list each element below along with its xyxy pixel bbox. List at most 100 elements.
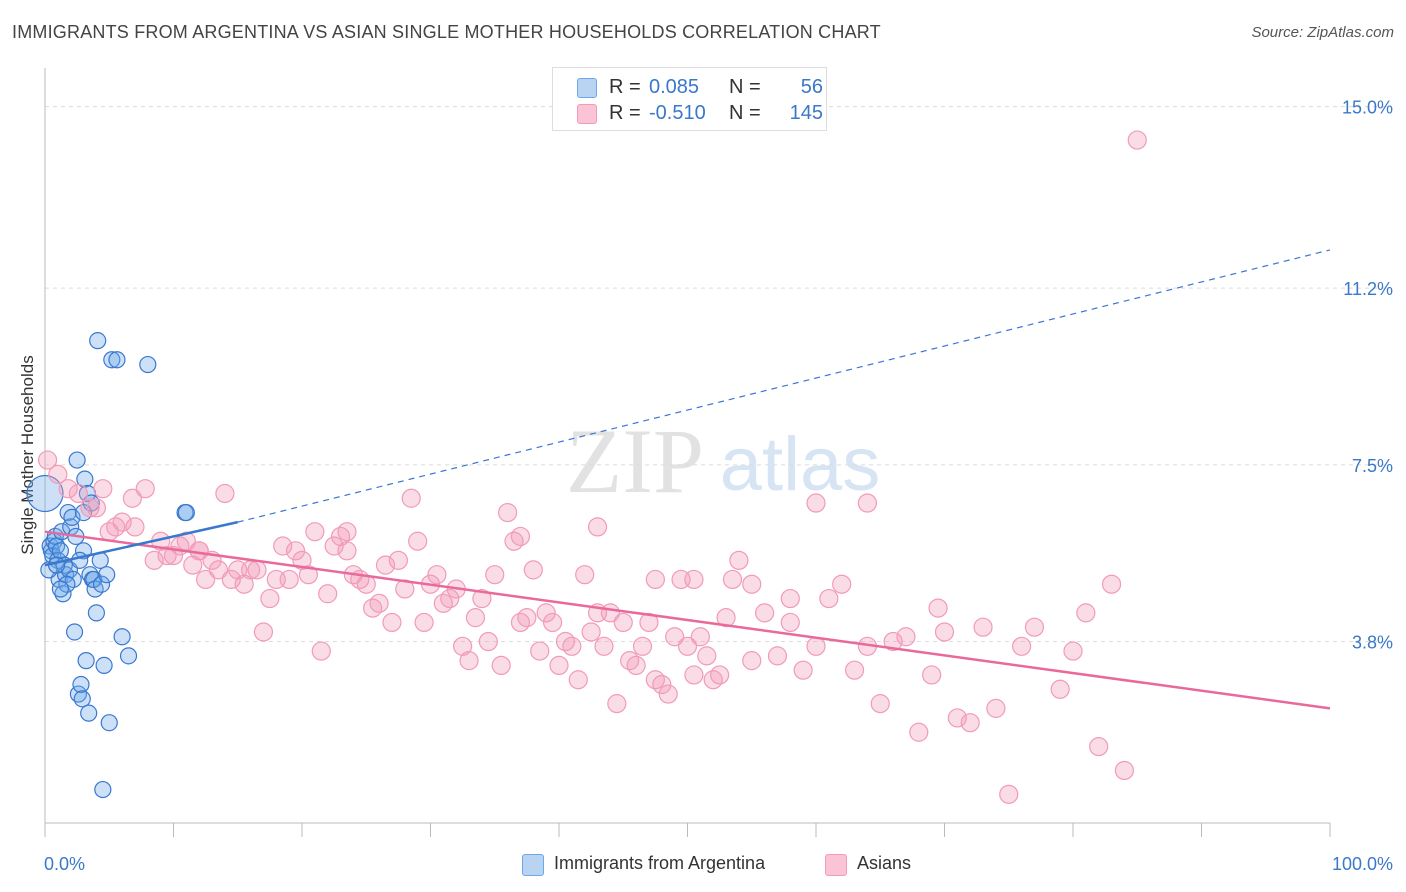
asians-point [369,593,389,613]
asians-point [58,479,78,499]
asians-point [581,622,601,642]
asians-point [318,584,338,604]
asians-point [542,612,563,633]
asians-point [607,694,627,714]
legend-label-argentina: Immigrants from Argentina [554,853,766,873]
y-tick-label: 7.5% [1352,456,1393,476]
asians-points [37,130,1147,804]
asians-point [697,646,717,666]
asians-point [665,627,685,647]
argentina-point [47,556,66,574]
asians-point [870,694,890,714]
asians-point [729,550,749,570]
argentina-point [95,656,113,675]
asians-point [819,588,839,609]
asians-point [999,784,1019,804]
asians-point [459,651,479,671]
asians-point [844,660,865,680]
n-label: N = [729,102,761,124]
asians-point [279,569,299,590]
asians-point [122,488,142,508]
asians-point [1050,679,1070,699]
asians-point [1089,736,1109,757]
argentina-point [89,332,107,350]
series-legend: Immigrants from Argentina Asians [0,852,1406,880]
argentina-swatch [577,78,597,98]
argentina-point [177,503,195,522]
asians-point [934,622,955,642]
argentina-point [108,351,126,369]
r-value: 0.085 [649,76,700,98]
argentina-point [87,604,106,622]
argentina-point [68,451,86,469]
argentina-point [100,714,118,732]
asians-swatch [577,104,597,124]
asians-point [973,617,993,637]
argentina-point [51,542,70,560]
argentina-point [92,575,111,593]
asians-point [196,569,216,590]
asians-point [125,517,145,537]
asians-point [613,612,633,633]
argentina-point [26,474,64,513]
asians-point [684,665,704,685]
argentina-point [71,551,89,569]
asians-point [793,660,813,680]
argentina-points [26,332,195,799]
n-label: N = [729,76,761,98]
asians-point [485,565,505,585]
chart-source: Source: ZipAtlas.com [1251,24,1394,41]
asians-point [806,493,826,513]
asians-point [183,555,203,575]
y-tick-label: 11.2% [1343,279,1393,299]
asians-point [135,479,155,499]
asians-point [472,588,492,609]
asians-point [234,574,254,594]
n-value: 145 [789,102,823,124]
asians-point [909,722,929,742]
asians-point [311,641,331,661]
argentina-point [73,690,91,708]
asians-point [440,588,460,609]
axes [44,68,1331,837]
asians-point [716,608,736,628]
asians-point [221,569,241,590]
asians-point [427,565,447,585]
asians-point [652,674,672,695]
asians-point [549,655,569,676]
asians-point [337,541,357,561]
asians-point [523,560,543,580]
asians-point [684,569,704,590]
r-label: R = [609,76,641,98]
asians-point [86,498,107,518]
argentina-point [139,355,157,374]
asians-point [498,502,518,523]
argentina-point [51,580,70,598]
asians-point [112,512,132,532]
asians-point [754,603,775,623]
asians-point [382,612,402,633]
asians-point [575,565,595,585]
trend-lines [44,249,1331,710]
asians-point [48,464,68,484]
asians-point [273,536,293,556]
asians-point [922,665,942,685]
y-tick-label: 15.0% [1342,98,1393,118]
asians-point [587,517,608,537]
asians-point [510,526,531,547]
argentina-point [72,675,90,694]
asians-point [215,483,235,504]
asians-point [1076,603,1096,623]
asians-point [453,636,473,656]
asians-point [710,665,730,685]
asians-point [305,522,325,542]
asians-point [68,483,89,504]
asians-trendline [44,530,1331,710]
asians-point [896,627,916,647]
asians-point [928,598,948,618]
tick-labels: 3.8% 7.5% 11.2% 15.0% 0.0% 100.0% [44,98,1393,874]
asians-point [324,536,344,556]
watermark: ZIP atlas [566,410,880,512]
asians-point [742,574,762,594]
